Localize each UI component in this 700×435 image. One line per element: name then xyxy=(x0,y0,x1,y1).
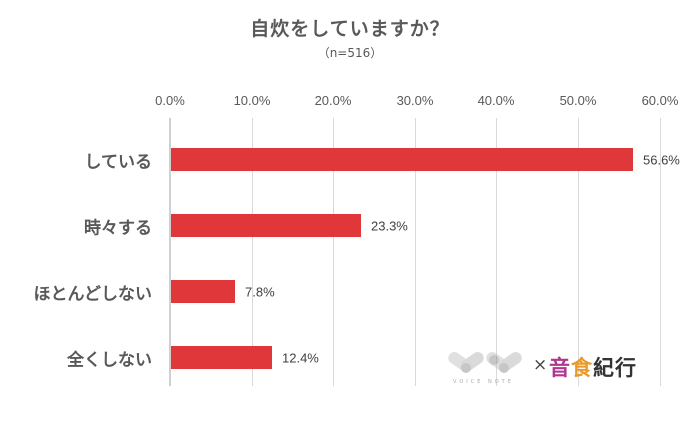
x-tick-label: 40.0% xyxy=(477,93,515,108)
logo: VOICE NOTE × 音食紀行 xyxy=(445,350,645,386)
chart-title: 自炊をしていますか？ xyxy=(250,18,450,40)
data-label: 12.4% xyxy=(282,350,319,365)
category-label: ほとんどしない xyxy=(33,284,153,304)
x-tick-label: 20.0% xyxy=(314,93,352,108)
x-tick-label: 30.0% xyxy=(396,93,434,108)
gridline xyxy=(333,118,334,386)
bar xyxy=(171,214,361,237)
x-tick-label: 50.0% xyxy=(559,93,597,108)
bar xyxy=(171,346,272,369)
data-label: 23.3% xyxy=(371,218,408,233)
y-axis-line xyxy=(169,118,171,386)
gridline xyxy=(252,118,253,386)
voice-note-logo-icon xyxy=(448,351,522,373)
partner-logo-char-1: 音 xyxy=(549,356,571,380)
category-label: している xyxy=(84,152,153,172)
x-tick-label: 60.0% xyxy=(641,93,679,108)
chart-subtitle: （n=516） xyxy=(317,46,383,60)
x-tick-label: 10.0% xyxy=(233,93,271,108)
gridline xyxy=(578,118,579,386)
bar xyxy=(171,148,633,171)
data-label: 56.6% xyxy=(643,152,680,167)
gridline xyxy=(660,118,661,386)
category-label: 全くしない xyxy=(67,350,152,370)
gridline xyxy=(496,118,497,386)
x-tick-label: 0.0% xyxy=(155,93,185,108)
logo-cross: × xyxy=(533,355,548,375)
data-label: 7.8% xyxy=(245,284,275,299)
gridline xyxy=(415,118,416,386)
partner-logo-char-3: 紀行 xyxy=(593,356,637,380)
partner-logo-text: 音食紀行 xyxy=(549,352,637,382)
category-label: 時々する xyxy=(84,218,152,238)
bar xyxy=(171,280,235,303)
partner-logo-char-2: 食 xyxy=(571,356,593,380)
voice-note-text: VOICE NOTE xyxy=(453,379,514,385)
